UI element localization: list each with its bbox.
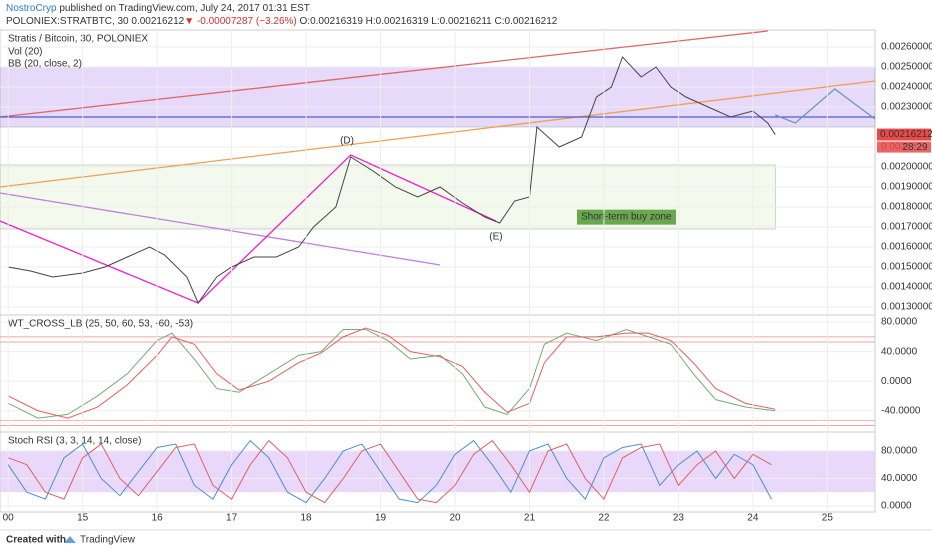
x-tick-label: 21 xyxy=(524,513,536,524)
drawn-line xyxy=(0,80,876,188)
x-tick-label: 17 xyxy=(226,513,238,524)
drawn-line xyxy=(774,88,876,124)
price-badge xyxy=(877,128,931,141)
y-tick-label: 40.0000 xyxy=(881,473,918,484)
arrow: ▼ xyxy=(184,16,194,27)
published: published on TradingView.com, July 24, 2… xyxy=(59,3,310,14)
x-tick-label: 15 xyxy=(77,513,89,524)
series-line xyxy=(8,439,772,504)
author[interactable]: NostroCryp xyxy=(6,3,57,14)
header-line-2: POLONIEX:STRATBTC, 30 0.00216212▼ -0.000… xyxy=(6,16,558,27)
y-tick-label: 0.00150000 xyxy=(881,262,932,273)
y-tick-label: 0.0000 xyxy=(881,376,912,387)
pane-title: Stoch RSI (3, 3, 14, 14, close) xyxy=(8,436,141,447)
footer-brand[interactable]: TradingView xyxy=(80,535,136,546)
y-tick-label: 0.00260000 xyxy=(881,42,932,53)
price-badge-label: 0.00216212 xyxy=(880,129,932,140)
series-line xyxy=(7,328,776,419)
y-tick-label: 0.00190000 xyxy=(881,182,932,193)
indicator-label: Vol (20) xyxy=(8,47,42,58)
zone-label: Short-term buy zone xyxy=(581,212,672,223)
y-tick-label: 0.00240000 xyxy=(881,82,932,93)
header-line-1: NostroCryp published on TradingView.com,… xyxy=(6,3,310,14)
drawn-line xyxy=(0,154,497,304)
symbol: POLONIEX:STRATBTC, 30 xyxy=(6,16,129,27)
x-tick-label: 16 xyxy=(152,513,164,524)
countdown-badge xyxy=(877,141,931,153)
last-price: 0.00216212 xyxy=(131,16,184,27)
y-tick-label: 80.0000 xyxy=(881,317,918,328)
ohlc: O:0.00216319 H:0.00216319 L:0.00216211 C… xyxy=(300,16,558,27)
y-tick-label: 0.00250000 xyxy=(881,62,932,73)
series-line xyxy=(8,56,776,305)
footer-created: Created with xyxy=(6,535,66,546)
band xyxy=(0,450,875,493)
x-tick-label: 22 xyxy=(598,513,610,524)
zone-label-bg xyxy=(576,209,677,225)
y-tick-label: -40.0000 xyxy=(881,405,921,416)
pane-title: WT_CROSS_LB (25, 50, 60, 53, -60, -53) xyxy=(8,319,193,330)
drawn-line xyxy=(0,30,768,118)
y-tick-label: 0.00170000 xyxy=(881,222,932,233)
drawn-line xyxy=(0,192,441,266)
series-line xyxy=(7,439,772,504)
y-tick-label: 0.00200000 xyxy=(881,162,932,173)
indicator-label: BB (20, close, 2) xyxy=(8,59,82,70)
pane-bg xyxy=(0,314,876,433)
y-tick-label: 40.0000 xyxy=(881,346,918,357)
x-tick-label: 20 xyxy=(449,513,461,524)
pane-title: Stratis / Bitcoin, 30, POLONIEX xyxy=(8,34,148,45)
annotation: (D) xyxy=(340,136,354,147)
change: -0.00007287 (−3.26%) xyxy=(197,16,297,27)
x-tick-label: 00 xyxy=(3,513,15,524)
x-tick-label: 19 xyxy=(375,513,387,524)
countdown: 28:29 xyxy=(902,142,927,153)
y-tick-label: 80.0000 xyxy=(881,446,918,457)
y-tick-label: 0.0000 xyxy=(881,501,912,512)
y-tick-label: 0.00130000 xyxy=(881,302,932,313)
y-tick-label: 0.00160000 xyxy=(881,242,932,253)
tv-logo xyxy=(64,536,76,543)
x-tick-label: 24 xyxy=(747,513,759,524)
series-line xyxy=(7,327,776,419)
x-tick-label: 25 xyxy=(822,513,834,524)
x-tick-label: 18 xyxy=(301,513,313,524)
y-tick-label: 0.00140000 xyxy=(881,282,932,293)
annotation: (E) xyxy=(489,232,502,243)
y-tick-label: 0.00180000 xyxy=(881,202,932,213)
panes: 0.00130000 0.00140000 0.00150000 0.00160000… xyxy=(0,29,932,524)
y-tick-label: 0.00230000 xyxy=(881,102,932,113)
x-tick-label: 23 xyxy=(673,513,685,524)
